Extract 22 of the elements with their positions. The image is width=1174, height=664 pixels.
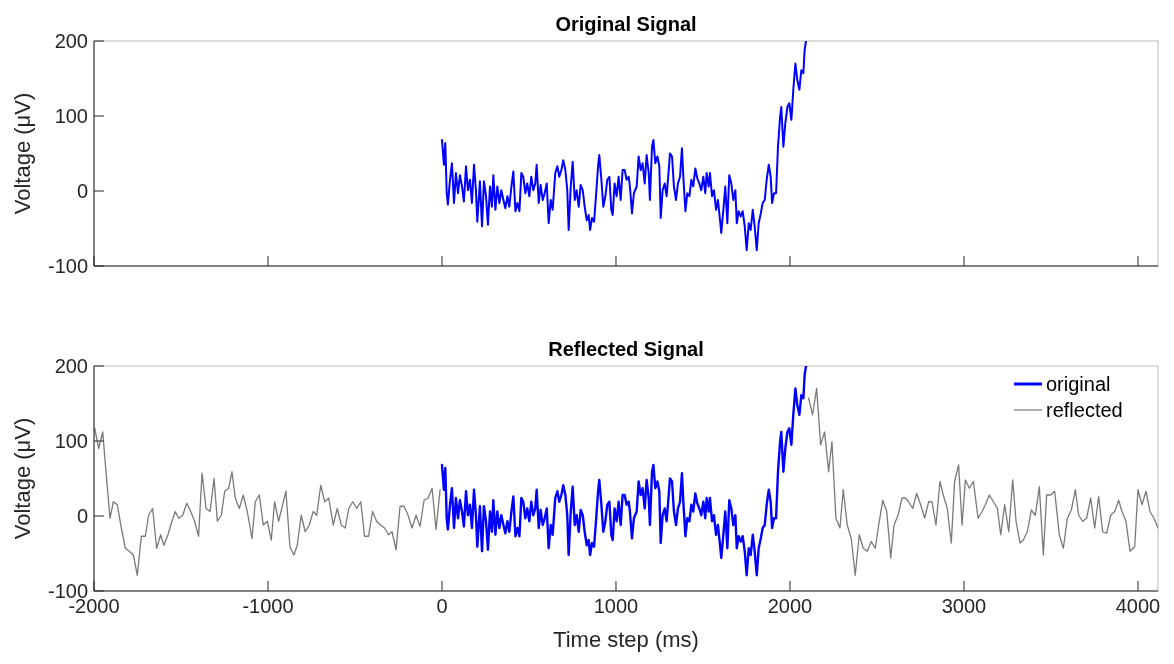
x-tick-label: 3000 xyxy=(941,595,987,617)
x-tick-label: 1000 xyxy=(593,595,639,617)
line-series xyxy=(440,366,808,577)
y-axis-title: Voltage (μV) xyxy=(10,92,35,215)
x-tick-label: 2000 xyxy=(767,595,813,617)
y-tick-label: 0 xyxy=(76,505,88,527)
legend-label: reflected xyxy=(1046,399,1123,421)
chart-title: Original Signal xyxy=(555,13,697,35)
y-tick-label: 100 xyxy=(54,430,88,452)
y-tick-label: 200 xyxy=(54,30,88,52)
x-tick-label: 0 xyxy=(436,595,448,617)
x-tick-label: 4000 xyxy=(1115,595,1161,617)
line-series xyxy=(441,41,807,252)
chart-title: Reflected Signal xyxy=(548,338,704,360)
y-tick-label: 200 xyxy=(54,355,88,377)
legend-label: original xyxy=(1046,373,1111,395)
x-axis-title: Time step (ms) xyxy=(553,627,699,652)
y-tick-label: -100 xyxy=(47,255,88,277)
y-tick-label: 100 xyxy=(54,105,88,127)
y-axis-title: Voltage (μV) xyxy=(10,417,35,540)
y-tick-label: 0 xyxy=(76,180,88,202)
x-tick-label: -1000 xyxy=(242,595,294,617)
